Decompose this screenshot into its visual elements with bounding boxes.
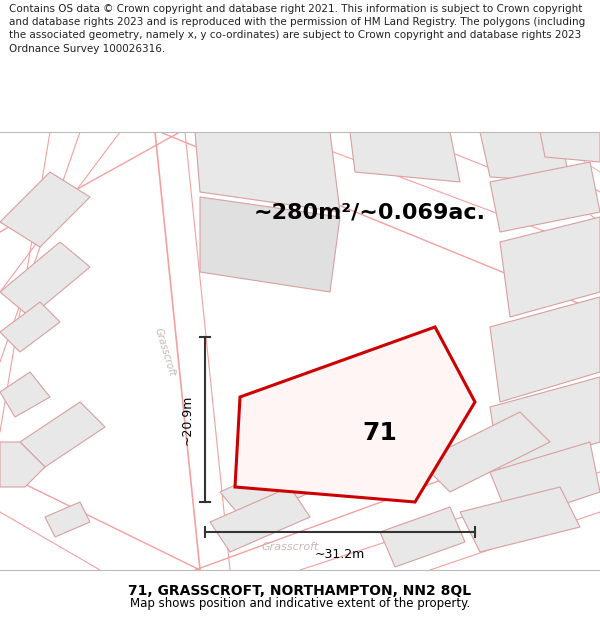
Polygon shape xyxy=(195,132,340,212)
Polygon shape xyxy=(420,412,550,492)
Polygon shape xyxy=(45,502,90,537)
Polygon shape xyxy=(20,402,105,467)
Text: Grasscroft: Grasscroft xyxy=(262,542,319,552)
Polygon shape xyxy=(500,217,600,317)
Polygon shape xyxy=(0,242,90,317)
Polygon shape xyxy=(490,377,600,472)
Text: Grasscroft: Grasscroft xyxy=(153,326,177,378)
Text: Map shows position and indicative extent of the property.: Map shows position and indicative extent… xyxy=(130,597,470,609)
Polygon shape xyxy=(490,442,600,522)
Polygon shape xyxy=(380,507,465,567)
Polygon shape xyxy=(200,197,340,292)
Text: ~280m²/~0.069ac.: ~280m²/~0.069ac. xyxy=(254,202,486,222)
Polygon shape xyxy=(540,132,600,162)
Polygon shape xyxy=(480,132,570,182)
Polygon shape xyxy=(0,172,90,247)
Text: ~31.2m: ~31.2m xyxy=(315,548,365,561)
Text: Contains OS data © Crown copyright and database right 2021. This information is : Contains OS data © Crown copyright and d… xyxy=(9,4,585,54)
Text: 71, GRASSCROFT, NORTHAMPTON, NN2 8QL: 71, GRASSCROFT, NORTHAMPTON, NN2 8QL xyxy=(128,584,472,598)
Polygon shape xyxy=(220,442,355,522)
Text: ~20.9m: ~20.9m xyxy=(181,394,193,445)
Polygon shape xyxy=(235,327,475,502)
Polygon shape xyxy=(460,487,580,552)
Polygon shape xyxy=(0,302,60,352)
Polygon shape xyxy=(350,132,460,182)
Polygon shape xyxy=(490,162,600,232)
Polygon shape xyxy=(0,372,50,417)
Polygon shape xyxy=(490,297,600,402)
Polygon shape xyxy=(210,487,310,552)
Text: 71: 71 xyxy=(362,421,397,445)
Polygon shape xyxy=(0,442,45,487)
